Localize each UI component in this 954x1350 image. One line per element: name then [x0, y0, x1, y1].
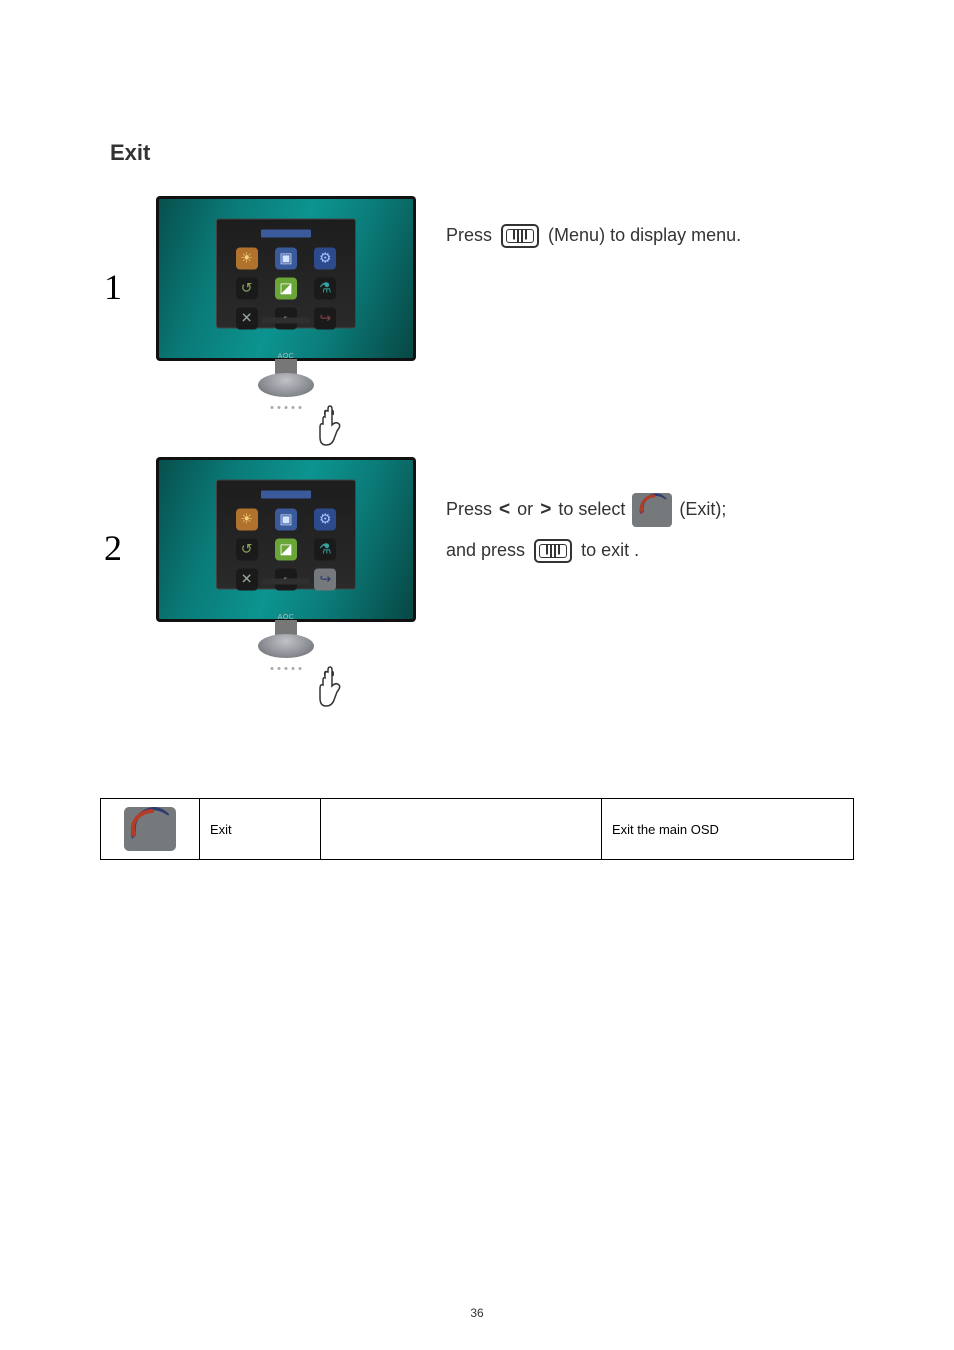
section-heading: Exit — [110, 140, 854, 166]
step-2-row: 2 ☀▣⚙↺◪⚗✕◐↪ AOC — [100, 457, 854, 708]
osd-icon: ◪ — [275, 277, 297, 299]
step-1-monitor-block: ☀▣⚙↺◪⚗✕◐↪ AOC — [156, 196, 416, 447]
osd-icon: ✕ — [236, 568, 258, 590]
step-2-instruction: Press < or > to select (Exit); — [446, 457, 854, 570]
step-2-text-to-exit: to exit . — [581, 540, 639, 560]
step-1-text-before: Press — [446, 225, 492, 245]
menu-button-icon — [534, 539, 572, 563]
exit-osd-icon — [632, 493, 672, 527]
osd-icon: ▣ — [275, 247, 297, 269]
table-cell-desc: Exit the main OSD — [602, 799, 854, 860]
osd-icon: ☀ — [236, 508, 258, 530]
hand-icon — [314, 666, 346, 708]
table-row: Exit Exit the main OSD — [101, 799, 854, 860]
step-1-text-after: (Menu) to display menu. — [548, 225, 741, 245]
osd-icon: ⚙ — [314, 247, 336, 269]
left-arrow-icon: < — [497, 499, 512, 520]
exit-description-table: Exit Exit the main OSD — [100, 798, 854, 860]
step-1-instruction: Press (Menu) to display menu. — [446, 196, 854, 256]
step-1-row: 1 ☀▣⚙↺◪⚗✕◐↪ AOC — [100, 196, 854, 447]
step-2-text-select: to select — [558, 499, 625, 519]
table-cell-empty — [321, 799, 602, 860]
step-2-text-and-press: and press — [446, 540, 525, 560]
monitor-stand — [258, 620, 314, 672]
osd-icon: ↪ — [314, 568, 336, 590]
page-number: 36 — [470, 1306, 483, 1320]
step-2-text-press: Press — [446, 499, 492, 519]
table-cell-icon — [101, 799, 200, 860]
hand-icon — [314, 405, 346, 447]
steps-container: 1 ☀▣⚙↺◪⚗✕◐↪ AOC — [100, 196, 854, 718]
osd-icon: ↪ — [314, 307, 336, 329]
step-1-osd-panel: ☀▣⚙↺◪⚗✕◐↪ — [216, 218, 356, 328]
osd-icon: ⚙ — [314, 508, 336, 530]
osd-footer — [262, 317, 310, 323]
osd-icon: ◪ — [275, 538, 297, 560]
osd-icon: ☀ — [236, 247, 258, 269]
right-arrow-icon: > — [538, 499, 553, 520]
osd-icon: ▣ — [275, 508, 297, 530]
osd-icon: ↺ — [236, 538, 258, 560]
monitor-stand — [258, 359, 314, 411]
step-1-number: 1 — [100, 196, 126, 308]
osd-title-bar — [261, 490, 311, 498]
exit-icon — [124, 807, 176, 851]
step-2-osd-panel: ☀▣⚙↺◪⚗✕◐↪ — [216, 479, 356, 589]
step-2-monitor: ☀▣⚙↺◪⚗✕◐↪ AOC — [156, 457, 416, 622]
step-2-number: 2 — [100, 457, 126, 569]
osd-title-bar — [261, 229, 311, 237]
menu-button-icon — [501, 224, 539, 248]
step-1-monitor: ☀▣⚙↺◪⚗✕◐↪ AOC — [156, 196, 416, 361]
osd-icon: ⚗ — [314, 277, 336, 299]
step-2-text-or: or — [517, 499, 533, 519]
table-cell-label: Exit — [200, 799, 321, 860]
step-2-monitor-block: ☀▣⚙↺◪⚗✕◐↪ AOC — [156, 457, 416, 708]
osd-icon: ⚗ — [314, 538, 336, 560]
osd-icon: ↺ — [236, 277, 258, 299]
osd-icon: ✕ — [236, 307, 258, 329]
osd-footer — [262, 578, 310, 584]
step-2-text-exit-label: (Exit); — [679, 499, 726, 519]
